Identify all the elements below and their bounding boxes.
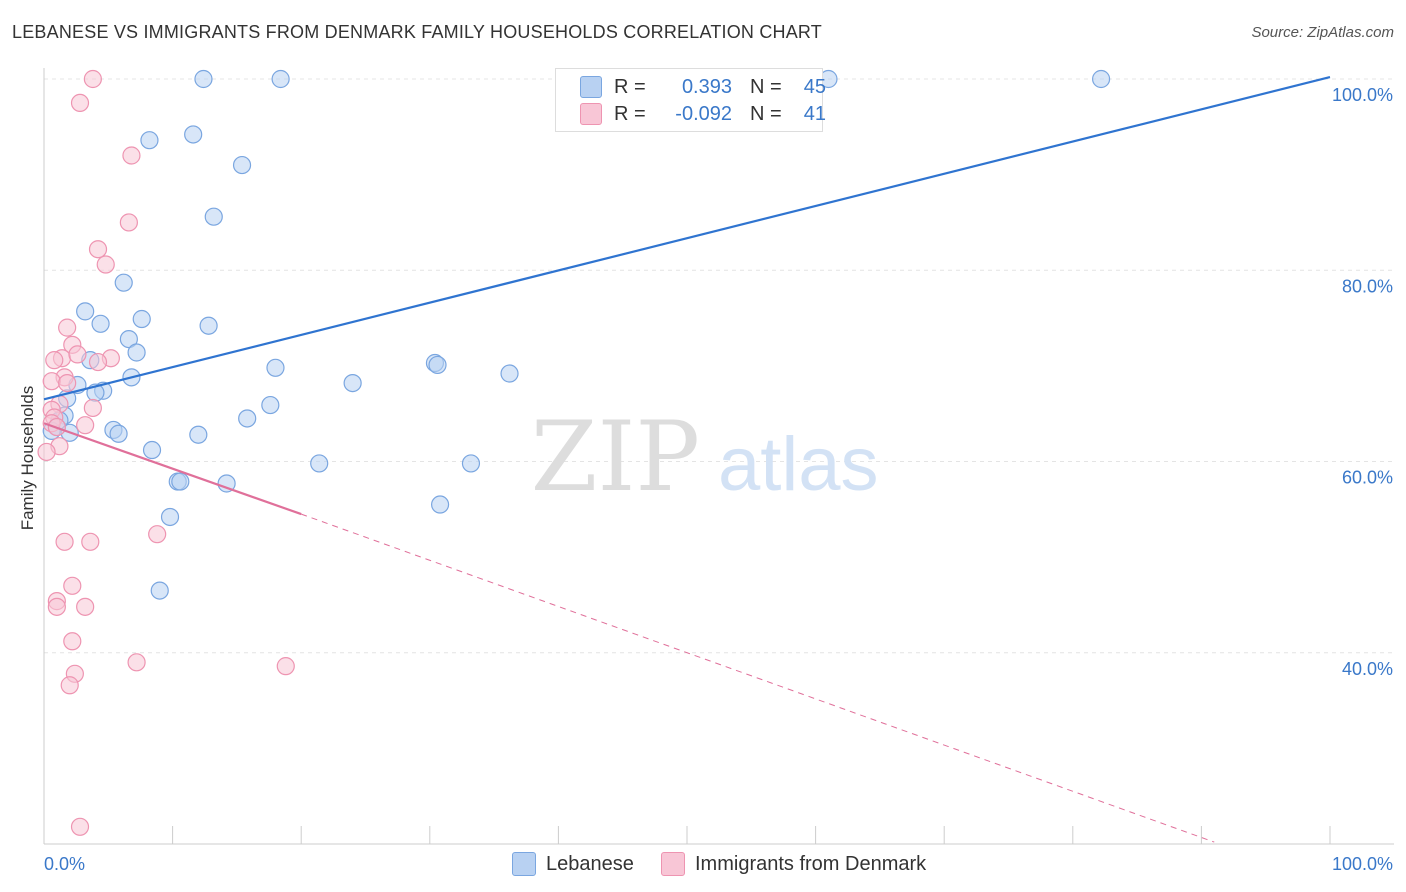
watermark-atlas: atlas bbox=[718, 422, 879, 507]
chart-title: LEBANESE VS IMMIGRANTS FROM DENMARK FAMI… bbox=[12, 22, 822, 42]
lebanese-point bbox=[114, 273, 133, 292]
legend-n-label: N = bbox=[750, 75, 782, 98]
denmark-point bbox=[83, 69, 102, 89]
denmark-point bbox=[47, 597, 66, 616]
lebanese-point bbox=[194, 69, 213, 89]
denmark-point bbox=[37, 442, 56, 462]
legend-r-value: -0.092 bbox=[675, 102, 732, 125]
lebanese-point bbox=[500, 364, 519, 383]
denmark-point bbox=[42, 372, 61, 391]
denmark-point bbox=[119, 213, 138, 232]
denmark-point bbox=[148, 525, 167, 544]
lebanese-point bbox=[461, 454, 481, 473]
lebanese-trendline bbox=[43, 76, 1331, 401]
denmark-point bbox=[276, 657, 295, 676]
bottom-legend-denmark: Immigrants from Denmark bbox=[661, 852, 926, 876]
denmark-point bbox=[76, 597, 95, 616]
lebanese-point bbox=[232, 155, 252, 175]
bottom-legend-swatch-lebanese bbox=[512, 852, 536, 876]
lebanese-point bbox=[189, 425, 208, 444]
legend-r-label: R = bbox=[614, 102, 646, 125]
lebanese-point bbox=[132, 309, 151, 329]
bottom-legend-swatch-denmark bbox=[661, 852, 685, 876]
legend-n-value: 45 bbox=[803, 75, 826, 98]
lebanese-point bbox=[91, 314, 110, 333]
lebanese-point bbox=[266, 358, 285, 377]
lebanese-point bbox=[271, 69, 290, 89]
x-tick-label: 0.0% bbox=[44, 854, 85, 874]
bottom-legend-label-lebanese: Lebanese bbox=[546, 852, 634, 875]
lebanese-point bbox=[428, 355, 447, 375]
denmark-point bbox=[127, 653, 146, 672]
denmark-point bbox=[70, 93, 90, 113]
legend-row-lebanese: R = 0.393 N = 45 bbox=[580, 75, 826, 99]
stats-legend: R = 0.393 N = 45 R = -0.092 N = 41 bbox=[555, 68, 826, 132]
denmark-point bbox=[60, 676, 79, 695]
denmark-trendline bbox=[43, 422, 302, 516]
lebanese-point bbox=[76, 302, 95, 321]
bottom-legend-lebanese: Lebanese bbox=[512, 852, 634, 876]
lebanese-point bbox=[199, 316, 218, 335]
denmark-point bbox=[58, 373, 77, 393]
denmark-point bbox=[122, 146, 141, 165]
denmark-point bbox=[81, 532, 100, 551]
legend-row-denmark: R = -0.092 N = 41 bbox=[580, 102, 826, 126]
lebanese-point bbox=[261, 395, 280, 415]
lebanese-point bbox=[140, 131, 159, 150]
lebanese-point bbox=[430, 495, 450, 514]
lebanese-point bbox=[109, 424, 128, 443]
denmark-point bbox=[70, 817, 90, 836]
x-tick-label: 100.0% bbox=[1332, 854, 1393, 874]
y-tick-label: 60.0% bbox=[1342, 468, 1393, 488]
y-tick-label: 100.0% bbox=[1332, 85, 1393, 105]
legend-r-label: R = bbox=[614, 75, 646, 98]
lebanese-point bbox=[119, 330, 138, 349]
lebanese-point bbox=[310, 454, 329, 473]
denmark-point bbox=[55, 532, 74, 551]
legend-swatch-lebanese bbox=[580, 76, 602, 98]
denmark-point bbox=[45, 351, 64, 370]
denmark-point bbox=[76, 416, 95, 435]
lebanese-point bbox=[127, 343, 146, 362]
legend-n-value: 41 bbox=[803, 102, 826, 125]
denmark-point bbox=[58, 318, 77, 337]
lebanese-point bbox=[184, 125, 203, 144]
denmark-point bbox=[83, 398, 102, 418]
lebanese-point bbox=[217, 474, 236, 493]
lebanese-point bbox=[238, 409, 257, 428]
lebanese-point bbox=[343, 373, 362, 393]
legend-swatch-denmark bbox=[580, 103, 602, 125]
y-tick-label: 40.0% bbox=[1342, 659, 1393, 679]
denmark-point bbox=[96, 255, 115, 274]
bottom-legend-label-denmark: Immigrants from Denmark bbox=[695, 852, 927, 875]
lebanese-point bbox=[171, 472, 190, 491]
lebanese-point bbox=[150, 581, 169, 600]
legend-n-label: N = bbox=[750, 102, 782, 125]
source-label: Source: ZipAtlas.com bbox=[1251, 24, 1394, 41]
denmark-point bbox=[63, 576, 82, 595]
lebanese-point bbox=[204, 207, 223, 226]
lebanese-point bbox=[1091, 69, 1111, 89]
lebanese-point bbox=[142, 440, 162, 460]
y-tick-label: 80.0% bbox=[1342, 276, 1393, 296]
denmark-point bbox=[68, 345, 87, 364]
denmark-point bbox=[63, 632, 82, 651]
watermark-zip: ZIP bbox=[531, 401, 700, 513]
denmark-trendline-extension bbox=[301, 513, 1215, 843]
denmark-point bbox=[88, 240, 108, 259]
denmark-point bbox=[88, 352, 108, 372]
legend-r-value: 0.393 bbox=[681, 75, 732, 98]
y-axis-label: Family Households bbox=[18, 385, 37, 531]
lebanese-point bbox=[160, 507, 180, 527]
